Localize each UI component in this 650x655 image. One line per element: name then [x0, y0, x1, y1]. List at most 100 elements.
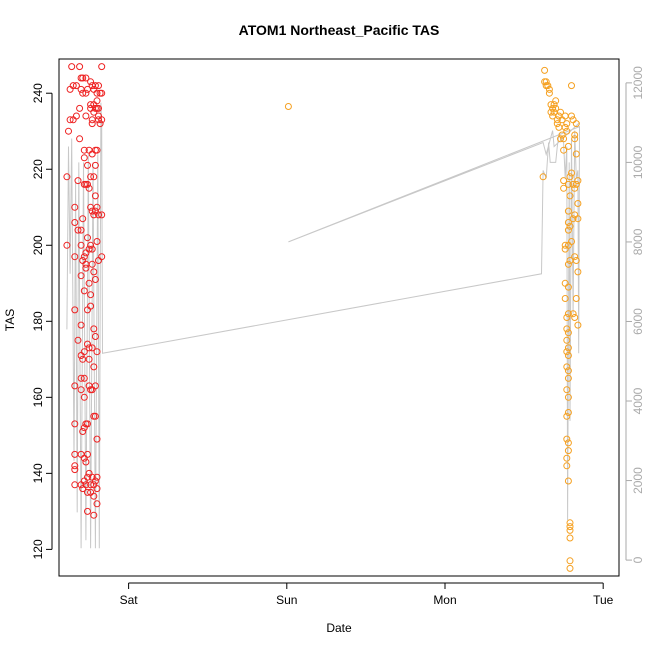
data-point — [88, 120, 96, 128]
data-point — [98, 253, 106, 261]
data-point — [90, 173, 98, 181]
data-point — [563, 314, 571, 321]
right-y-tick-label: 8000 — [631, 228, 645, 255]
scatter-points-layer — [63, 63, 582, 572]
data-point — [572, 150, 580, 158]
data-point — [98, 211, 106, 219]
data-point — [91, 161, 99, 169]
data-point — [63, 241, 71, 249]
data-point — [566, 557, 574, 565]
data-point — [564, 207, 572, 215]
data-point — [82, 89, 90, 97]
data-point — [79, 215, 87, 223]
data-point — [80, 253, 88, 261]
data-point — [95, 82, 102, 90]
data-point — [77, 226, 85, 234]
data-point — [549, 104, 557, 112]
data-point — [66, 116, 74, 124]
data-point — [566, 173, 574, 181]
y-tick-label: 200 — [31, 235, 45, 255]
data-point — [66, 85, 74, 93]
data-point — [569, 180, 577, 188]
right-y-tick-label: 12000 — [631, 66, 645, 100]
data-point — [77, 374, 85, 382]
data-point — [564, 477, 572, 485]
x-tick-label: Mon — [433, 593, 456, 607]
data-point — [566, 534, 574, 542]
data-point — [541, 66, 549, 74]
data-point — [72, 82, 80, 90]
data-point — [563, 127, 571, 135]
y-axis: 120 140 160 180 200 220 240 — [31, 83, 53, 559]
data-point — [555, 112, 563, 120]
data-point — [69, 82, 77, 90]
data-point — [85, 184, 93, 192]
data-point — [82, 74, 90, 82]
data-point — [87, 291, 95, 299]
data-point — [71, 466, 79, 474]
data-point — [566, 519, 574, 527]
data-point — [76, 63, 84, 71]
data-point — [539, 173, 547, 181]
data-point — [90, 268, 98, 276]
y-tick-label: 140 — [31, 463, 45, 483]
data-point — [87, 302, 95, 310]
data-point — [93, 238, 101, 245]
data-point — [77, 272, 85, 280]
data-point — [574, 321, 582, 329]
right-y-tick-label: 4000 — [631, 387, 645, 414]
data-point — [98, 116, 106, 124]
data-point — [564, 367, 572, 375]
data-point — [90, 325, 98, 333]
data-point — [90, 492, 98, 500]
data-point — [90, 511, 98, 519]
x-tick-label: Sun — [276, 593, 297, 607]
data-point — [85, 355, 93, 363]
plot-frame — [58, 58, 620, 577]
data-point — [566, 222, 574, 230]
data-point — [80, 154, 88, 162]
x-axis: Sat Sun Mon Tue — [120, 582, 614, 607]
data-point — [544, 82, 552, 90]
data-point — [80, 146, 88, 154]
data-point — [74, 226, 82, 234]
data-point — [77, 352, 85, 359]
data-point — [564, 226, 572, 234]
data-point — [566, 526, 574, 534]
data-point — [82, 112, 90, 120]
data-point — [564, 439, 572, 447]
data-point — [569, 215, 577, 223]
data-point — [572, 295, 580, 302]
x-tick-label: Sat — [120, 593, 139, 607]
data-point — [571, 314, 579, 321]
data-point — [93, 348, 101, 356]
data-point — [550, 101, 558, 109]
data-point — [84, 234, 91, 242]
y-tick-label: 120 — [31, 539, 45, 559]
data-point — [572, 180, 580, 188]
data-point — [564, 260, 572, 268]
data-point — [564, 283, 572, 291]
chart-title: ATOM1 Northeast_Pacific TAS — [239, 22, 440, 38]
data-point — [80, 287, 88, 295]
data-point — [563, 325, 571, 333]
right-y-axis: 0 2000 4000 6000 8000 10000 12000 — [625, 66, 645, 563]
data-point — [87, 241, 95, 249]
data-point — [542, 78, 550, 86]
data-point — [84, 450, 91, 458]
y-tick-label: 240 — [31, 83, 45, 103]
data-point — [574, 215, 582, 223]
data-point — [91, 412, 99, 420]
data-point — [552, 97, 560, 105]
data-point — [96, 120, 104, 128]
data-point — [564, 142, 572, 150]
data-point — [571, 253, 579, 261]
data-point — [98, 63, 106, 71]
data-point — [564, 409, 572, 416]
y-tick-label: 220 — [31, 159, 45, 179]
data-point — [558, 131, 566, 139]
data-point — [564, 310, 572, 318]
data-point — [65, 127, 72, 135]
